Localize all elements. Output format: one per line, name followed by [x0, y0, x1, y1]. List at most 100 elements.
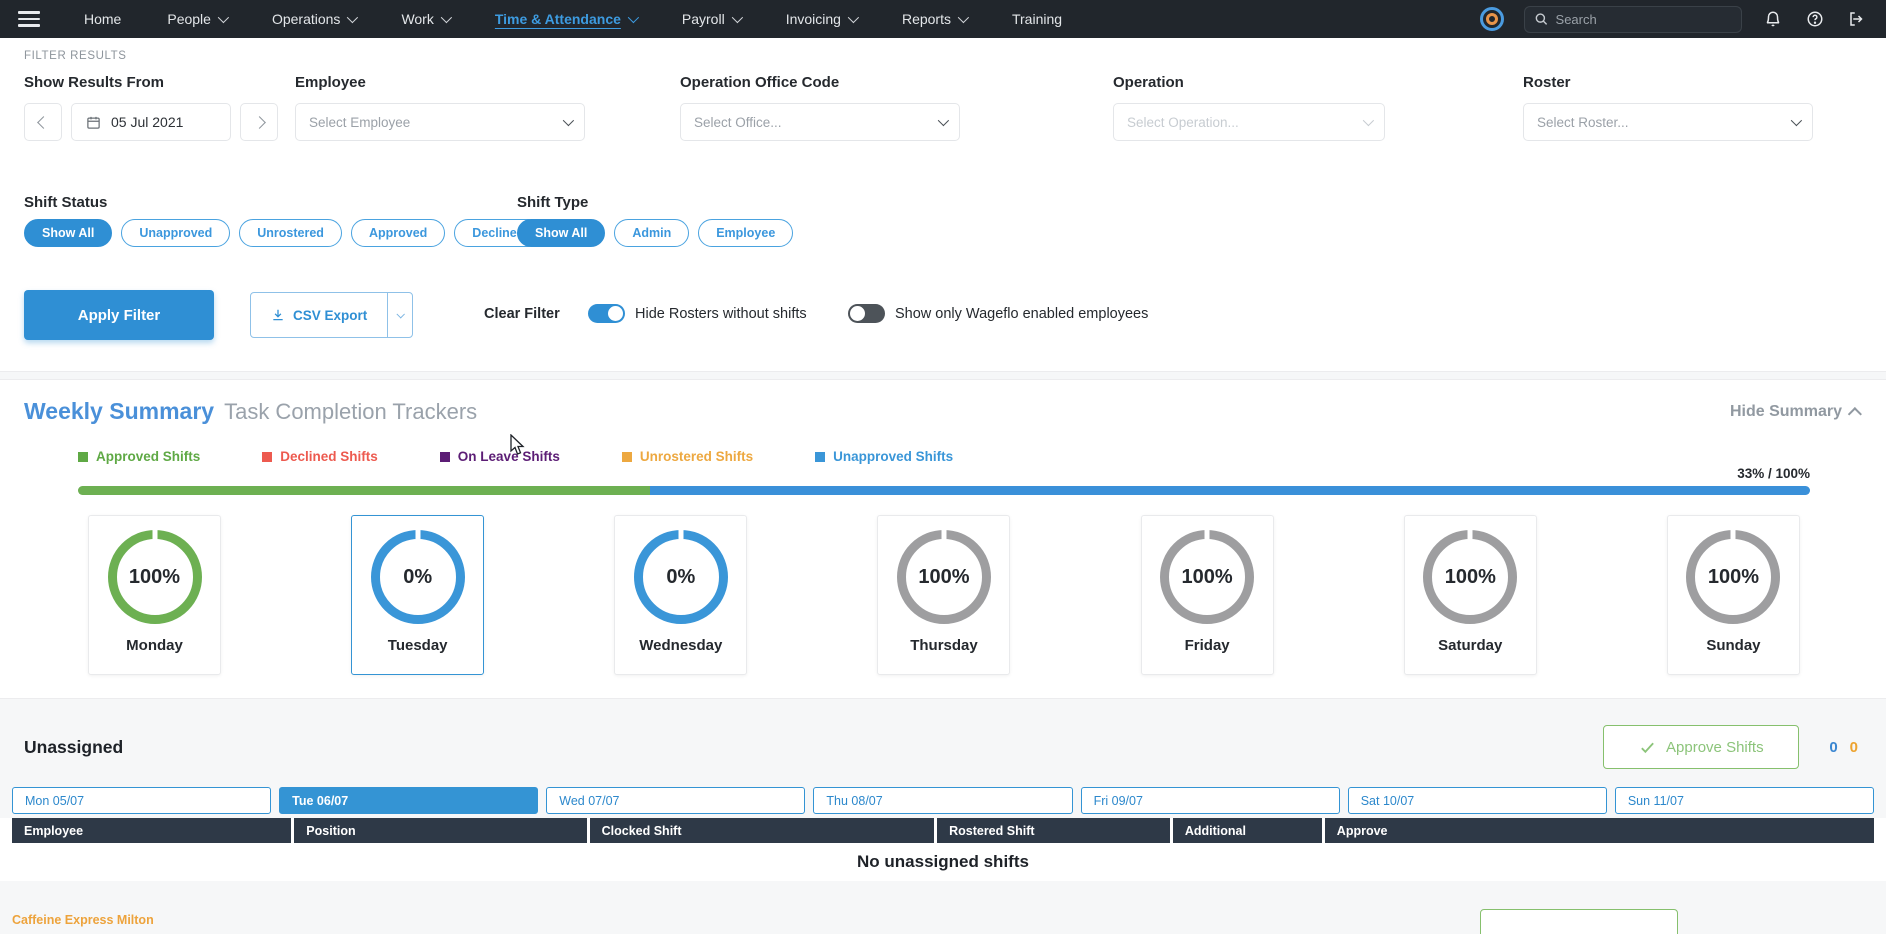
- apply-filter-button[interactable]: Apply Filter: [24, 290, 214, 340]
- approve-shifts-button-partial[interactable]: [1480, 909, 1678, 934]
- day-tracker-card[interactable]: 0% Tuesday: [351, 515, 484, 675]
- day-label: Friday: [1185, 637, 1230, 654]
- date-filter-label: Show Results From: [24, 74, 278, 91]
- help-icon[interactable]: [1804, 8, 1826, 30]
- hide-rosters-toggle-label: Hide Rosters without shifts: [635, 306, 807, 322]
- nav-item-label: Payroll: [682, 11, 725, 27]
- shift-type-pill[interactable]: Show All: [517, 219, 605, 247]
- shift-status-pill[interactable]: Unrostered: [239, 219, 342, 247]
- nav-item[interactable]: Training: [1012, 11, 1062, 27]
- column-header: Additional: [1173, 818, 1322, 843]
- office-select[interactable]: Select Office...: [680, 103, 960, 141]
- nav-item-label: Training: [1012, 11, 1062, 27]
- hamburger-menu-icon[interactable]: [18, 11, 40, 27]
- wageflo-toggle[interactable]: [848, 304, 885, 323]
- count-badge: 0: [1850, 739, 1858, 756]
- chevron-down-icon: [441, 12, 452, 23]
- donut-chart: 100%: [1686, 530, 1780, 624]
- nav-item[interactable]: Reports: [902, 11, 966, 27]
- previous-day-button[interactable]: [24, 103, 62, 141]
- day-tab[interactable]: Fri 09/07: [1081, 787, 1340, 814]
- day-tracker-card[interactable]: 100% Thursday: [877, 515, 1010, 675]
- column-header: Employee: [12, 818, 291, 843]
- clear-filter-button[interactable]: Clear Filter: [484, 306, 560, 322]
- search-box[interactable]: [1524, 6, 1742, 33]
- hide-summary-label: Hide Summary: [1730, 403, 1842, 421]
- csv-export-options-button[interactable]: [388, 293, 412, 337]
- nav-item-label: Operations: [272, 11, 340, 27]
- roster-select[interactable]: Select Roster...: [1523, 103, 1813, 141]
- legend-item: Declined Shifts: [262, 449, 378, 464]
- column-header: Clocked Shift: [590, 818, 934, 843]
- nav-item[interactable]: Work: [401, 11, 448, 27]
- weekly-summary-panel: Weekly Summary Task Completion Trackers …: [0, 379, 1886, 699]
- donut-chart: 100%: [897, 530, 991, 624]
- unassigned-title: Unassigned: [24, 737, 123, 758]
- nav-item[interactable]: People: [167, 11, 226, 27]
- day-tab[interactable]: Sun 11/07: [1615, 787, 1874, 814]
- next-day-button[interactable]: [240, 103, 278, 141]
- day-label: Sunday: [1706, 637, 1760, 654]
- donut-chart: 0%: [371, 530, 465, 624]
- day-tab[interactable]: Sat 10/07: [1348, 787, 1607, 814]
- wageflo-toggle-label: Show only Wageflo enabled employees: [895, 306, 1148, 322]
- nav-item[interactable]: Home: [84, 11, 121, 27]
- shift-type-pill[interactable]: Employee: [698, 219, 793, 247]
- logout-icon[interactable]: [1846, 8, 1868, 30]
- operation-select[interactable]: Select Operation...: [1113, 103, 1385, 141]
- day-tab-bar: Mon 05/07 Tue 06/07 Wed 07/07 Thu 08/07 Fri …: [0, 773, 1886, 814]
- shift-counts: 00: [1829, 739, 1858, 756]
- shift-status-pill[interactable]: Unapproved: [121, 219, 230, 247]
- legend-swatch: [815, 452, 825, 462]
- chevron-down-icon: [938, 115, 949, 126]
- shift-type-pill-group: Show All Admin Employee: [517, 219, 793, 247]
- donut-notch: [941, 528, 946, 541]
- shift-status-pill[interactable]: Show All: [24, 219, 112, 247]
- operation-filter-group: Operation Select Operation...: [1113, 74, 1385, 141]
- day-tracker-card[interactable]: 100% Sunday: [1667, 515, 1800, 675]
- nav-right-controls: [1480, 6, 1868, 33]
- day-tracker-card[interactable]: 0% Wednesday: [614, 515, 747, 675]
- shift-table-header: EmployeePositionClocked ShiftRostered Sh…: [0, 818, 1886, 843]
- employee-filter-label: Employee: [295, 74, 585, 91]
- roster-filter-group: Roster Select Roster...: [1523, 74, 1813, 141]
- legend-swatch: [622, 452, 632, 462]
- approve-shifts-button[interactable]: Approve Shifts: [1603, 725, 1799, 769]
- day-label: Wednesday: [639, 637, 722, 654]
- nav-item-label: Home: [84, 11, 121, 27]
- search-input[interactable]: [1556, 12, 1731, 27]
- date-picker-field[interactable]: 05 Jul 2021: [71, 103, 231, 141]
- nav-item[interactable]: Operations: [272, 11, 355, 27]
- hide-summary-button[interactable]: Hide Summary: [1730, 403, 1862, 421]
- weekly-progress-bar: [78, 486, 1810, 495]
- hide-rosters-toggle[interactable]: [588, 304, 625, 323]
- day-tab[interactable]: Thu 08/07: [813, 787, 1072, 814]
- chevron-down-icon: [731, 12, 742, 23]
- legend-label: Unrostered Shifts: [640, 449, 753, 464]
- office-filter-group: Operation Office Code Select Office...: [680, 74, 960, 141]
- shift-status-pill[interactable]: Approved: [351, 219, 445, 247]
- day-tracker-card[interactable]: 100% Monday: [88, 515, 221, 675]
- employee-select[interactable]: Select Employee: [295, 103, 585, 141]
- shift-type-pill[interactable]: Admin: [614, 219, 689, 247]
- donut-percentage: 100%: [129, 566, 180, 589]
- roster-name-link[interactable]: Caffeine Express Milton: [12, 913, 154, 927]
- csv-export-button[interactable]: CSV Export: [251, 293, 388, 337]
- day-tab[interactable]: Mon 05/07: [12, 787, 271, 814]
- chevron-down-icon: [218, 12, 229, 23]
- employee-select-placeholder: Select Employee: [309, 115, 410, 130]
- day-tab[interactable]: Wed 07/07: [546, 787, 805, 814]
- notifications-bell-icon[interactable]: [1762, 8, 1784, 30]
- column-header: Approve: [1325, 818, 1874, 843]
- legend-label: Unapproved Shifts: [833, 449, 953, 464]
- day-tracker-card[interactable]: 100% Saturday: [1404, 515, 1537, 675]
- day-tracker-card[interactable]: 100% Friday: [1141, 515, 1274, 675]
- nav-item[interactable]: Time & Attendance: [495, 11, 636, 27]
- nav-item[interactable]: Payroll: [682, 11, 740, 27]
- donut-percentage: 100%: [918, 566, 969, 589]
- nav-item[interactable]: Invoicing: [786, 11, 856, 27]
- nav-item-label: People: [167, 11, 211, 27]
- legend-swatch: [262, 452, 272, 462]
- legend-swatch: [78, 452, 88, 462]
- day-tab[interactable]: Tue 06/07: [279, 787, 538, 814]
